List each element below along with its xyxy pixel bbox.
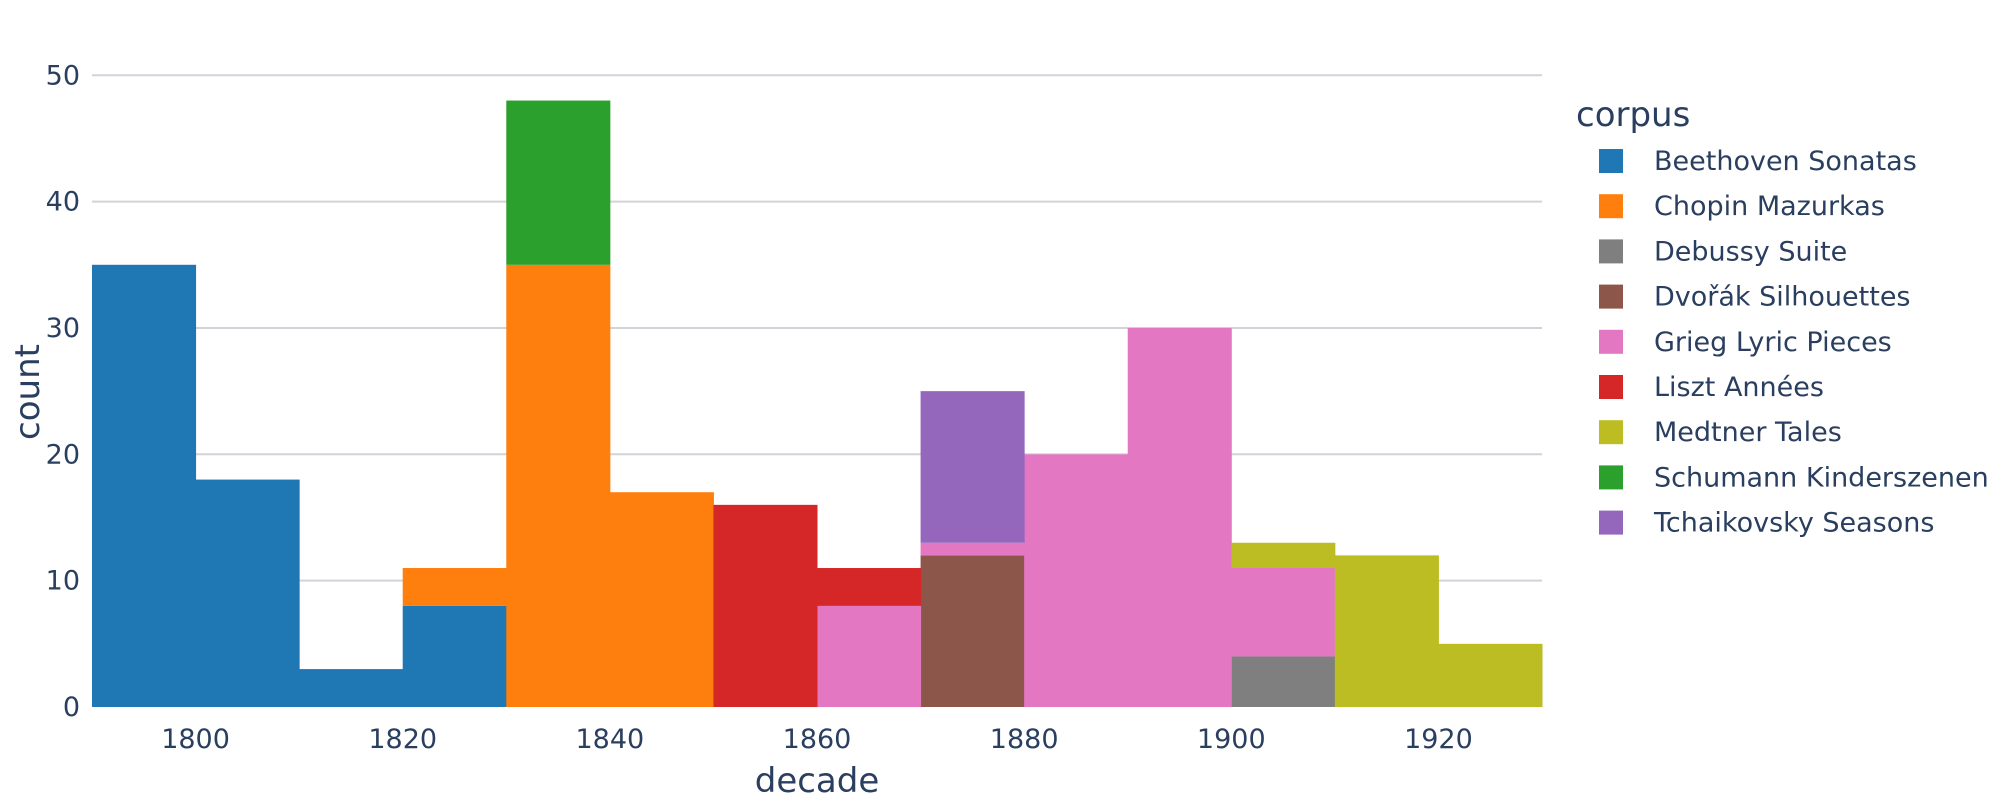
- bar-schumann-kinderszenen-1830: [506, 100, 611, 265]
- legend-label: Beethoven Sonatas: [1654, 146, 1917, 177]
- x-tick-label: 1820: [368, 724, 437, 755]
- bar-beethoven-sonatas-1800: [195, 479, 300, 707]
- y-tick-labels: 0 10 20 30 40 50: [46, 60, 80, 723]
- x-tick-label: 1920: [1404, 724, 1473, 755]
- legend-title: corpus: [1576, 95, 1690, 135]
- legend-label: Liszt Années: [1654, 372, 1824, 403]
- bar-tchaikovsky-seasons-1870: [920, 391, 1025, 543]
- legend-label: Medtner Tales: [1654, 417, 1842, 448]
- legend: corpus Beethoven Sonatas Chopin Mazurkas D…: [1576, 95, 1989, 539]
- x-tick-label: 1880: [990, 724, 1059, 755]
- x-tick-label: 1840: [575, 724, 644, 755]
- y-tick-label: 30: [46, 313, 80, 344]
- bar-beethoven-sonatas-1810: [299, 669, 404, 707]
- x-tick-label: 1900: [1197, 724, 1266, 755]
- bar-dvo-k-silhouettes-1870: [920, 555, 1025, 707]
- y-tick-label: 0: [63, 692, 80, 723]
- legend-label: Dvořák Silhouettes: [1654, 282, 1911, 313]
- bar-grieg-lyric-pieces-1870: [920, 542, 1025, 556]
- bar-medtner-tales-1920: [1438, 643, 1543, 707]
- bar-liszt-ann-es-1850: [713, 504, 818, 707]
- bars: [92, 100, 1543, 707]
- bar-medtner-tales-1910: [1334, 555, 1439, 707]
- y-tick-label: 20: [46, 439, 80, 470]
- y-tick-label: 10: [46, 566, 80, 597]
- bar-debussy-suite-1900: [1231, 656, 1336, 707]
- bar-beethoven-sonatas-1820: [402, 605, 507, 707]
- legend-swatch: [1599, 329, 1623, 354]
- legend-swatch: [1599, 284, 1623, 309]
- legend-swatch: [1599, 149, 1623, 173]
- bar-grieg-lyric-pieces-1900: [1231, 568, 1336, 657]
- bar-chopin-mazurkas-1830: [506, 264, 611, 707]
- legend-items: Beethoven Sonatas Chopin Mazurkas Debussy …: [1599, 146, 1989, 539]
- legend-label: Schumann Kinderszenen: [1654, 462, 1989, 493]
- bar-chopin-mazurkas-1820: [402, 568, 507, 606]
- x-axis-title: decade: [755, 761, 880, 800]
- y-axis-title: count: [8, 344, 48, 440]
- legend-swatch: [1599, 239, 1623, 264]
- bar-grieg-lyric-pieces-1880: [1024, 454, 1129, 707]
- legend-label: Chopin Mazurkas: [1654, 191, 1885, 222]
- x-tick-label: 1800: [161, 724, 230, 755]
- legend-swatch: [1599, 465, 1623, 490]
- bar-chopin-mazurkas-1840: [609, 492, 714, 707]
- bar-liszt-ann-es-1860: [817, 568, 922, 606]
- legend-swatch: [1599, 375, 1623, 399]
- x-tick-label: 1860: [783, 724, 852, 755]
- bar-grieg-lyric-pieces-1860: [817, 605, 922, 707]
- legend-label: Grieg Lyric Pieces: [1654, 327, 1892, 358]
- legend-swatch: [1599, 420, 1623, 445]
- y-tick-label: 40: [46, 187, 80, 218]
- x-tick-labels: 1800 1820 1840 1860 1880 1900 1920: [161, 724, 1473, 755]
- legend-label: Tchaikovsky Seasons: [1653, 508, 1934, 539]
- legend-label: Debussy Suite: [1654, 236, 1847, 267]
- legend-swatch: [1599, 510, 1623, 535]
- bar-grieg-lyric-pieces-1890: [1127, 327, 1232, 707]
- y-tick-label: 50: [46, 60, 80, 91]
- bar-medtner-tales-1900: [1231, 542, 1336, 569]
- bar-beethoven-sonatas-1790: [92, 264, 197, 707]
- legend-swatch: [1599, 194, 1623, 219]
